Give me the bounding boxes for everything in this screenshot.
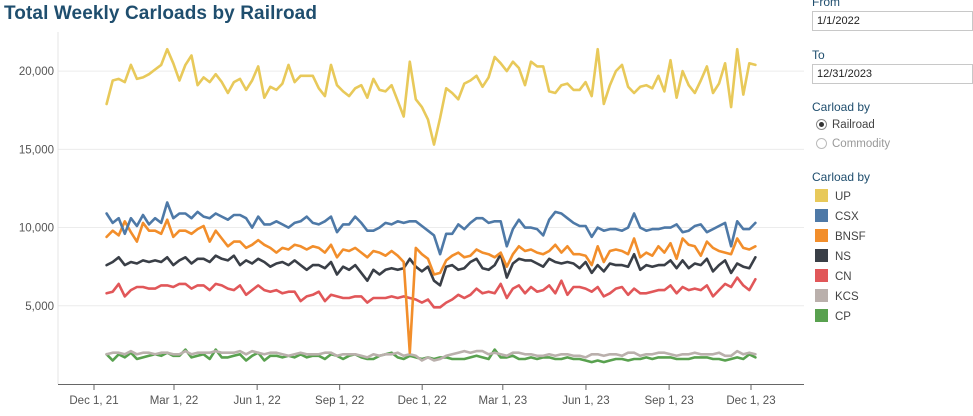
radio-railroad[interactable]: Railroad xyxy=(816,119,875,131)
grid-lines xyxy=(57,32,804,384)
x-tick-label: Jun 1, 23 xyxy=(562,395,609,407)
y-tick-label: 10,000 xyxy=(19,223,54,235)
legend-label: BNSF xyxy=(835,231,866,243)
legend-swatch xyxy=(815,269,828,282)
legend-label: CSX xyxy=(835,211,859,223)
legend-swatch xyxy=(815,249,828,262)
radio-selected-icon xyxy=(816,119,827,130)
series-line-kcs[interactable] xyxy=(105,349,757,362)
legend-swatch xyxy=(815,289,828,302)
legend-swatch xyxy=(815,309,828,322)
series-line-up[interactable] xyxy=(105,47,757,146)
from-date-input[interactable]: 1/1/2022 xyxy=(812,11,973,31)
legend-label: KCS xyxy=(835,291,859,303)
legend-item-cp[interactable]: CP xyxy=(815,309,851,323)
y-axis: 5,000 10,000 15,000 20,000 xyxy=(19,66,54,313)
legend-item-bnsf[interactable]: BNSF xyxy=(815,229,866,243)
carload-by-label: Carload by xyxy=(812,100,871,114)
legend-label: CP xyxy=(835,311,851,323)
y-tick-label: 5,000 xyxy=(25,301,54,313)
legend-item-kcs[interactable]: KCS xyxy=(815,289,859,303)
radio-commodity-label: Commodity xyxy=(832,138,891,150)
to-label: To xyxy=(812,48,825,62)
series-line-bnsf[interactable] xyxy=(105,218,757,355)
series-line-csx[interactable] xyxy=(105,201,757,256)
chart-title: Total Weekly Carloads by Railroad xyxy=(4,3,318,24)
series-line-cn[interactable] xyxy=(105,276,757,309)
y-tick-label: 15,000 xyxy=(19,144,54,156)
legend-item-csx[interactable]: CSX xyxy=(815,209,859,223)
legend-title: Carload by xyxy=(812,170,871,184)
radio-railroad-label: Railroad xyxy=(832,119,875,131)
x-axis: Dec 1, 21 Mar 1, 22 Jun 1, 22 Sep 1, 22 Dec … xyxy=(58,384,804,407)
x-tick-label: Dec 1, 23 xyxy=(726,395,775,407)
legend-swatch xyxy=(815,229,828,242)
x-tick-label: Dec 1, 22 xyxy=(398,395,447,407)
x-tick-label: Sep 1, 23 xyxy=(644,395,693,407)
legend-item-ns[interactable]: NS xyxy=(815,249,851,263)
legend-label: CN xyxy=(835,271,852,283)
legend-label: NS xyxy=(835,251,851,263)
legend-label: UP xyxy=(835,191,851,203)
to-date-input[interactable]: 12/31/2023 xyxy=(812,64,973,84)
x-tick-label: Mar 1, 23 xyxy=(479,395,528,407)
y-tick-label: 20,000 xyxy=(19,66,54,78)
x-tick-label: Jun 1, 22 xyxy=(233,395,280,407)
series-line-ns[interactable] xyxy=(105,252,757,287)
x-tick-label: Dec 1, 21 xyxy=(69,395,118,407)
x-tick-label: Sep 1, 22 xyxy=(315,395,364,407)
series-lines xyxy=(105,47,757,364)
radio-commodity[interactable]: Commodity xyxy=(816,138,890,150)
legend-swatch xyxy=(815,189,828,202)
legend-item-cn[interactable]: CN xyxy=(815,269,852,283)
legend-swatch xyxy=(815,209,828,222)
from-label: From xyxy=(812,0,840,9)
radio-unselected-icon xyxy=(816,138,827,149)
legend-item-up[interactable]: UP xyxy=(815,189,851,203)
line-chart: 5,000 10,000 15,000 20,000 Dec 1, 21 Mar 1, … xyxy=(19,32,804,407)
x-tick-label: Mar 1, 22 xyxy=(150,395,199,407)
